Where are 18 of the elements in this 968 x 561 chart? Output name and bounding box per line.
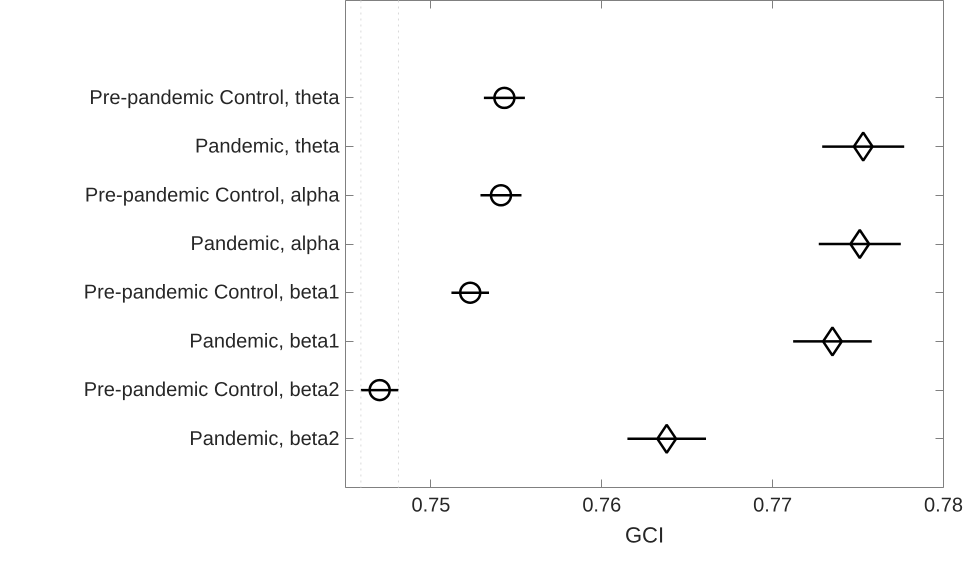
point	[822, 326, 844, 357]
x-axis-title: GCI	[624, 522, 664, 548]
y-tick-label: Pre-pandemic Control, beta2	[84, 379, 340, 402]
point	[368, 378, 391, 402]
y-tick-label: Pre-pandemic Control, beta1	[84, 282, 340, 304]
x-tick-label: 0.75	[411, 494, 450, 516]
point	[490, 184, 512, 207]
y-tick-label: Pandemic, theta	[194, 136, 340, 158]
point	[493, 86, 516, 110]
y-tick-label: Pandemic, beta2	[189, 428, 340, 450]
y-tick-label: Pandemic, alpha	[190, 233, 340, 255]
y-tick-label: Pre-pandemic Control, theta	[89, 86, 340, 109]
y-tick-label: Pandemic, beta1	[189, 330, 340, 352]
x-tick-label: 0.77	[753, 494, 792, 516]
x-tick-label: 0.76	[582, 494, 622, 516]
x-tick-label: 0.78	[924, 494, 963, 516]
y-tick-label: Pre-pandemic Control, alpha	[84, 184, 340, 206]
point	[458, 281, 482, 304]
